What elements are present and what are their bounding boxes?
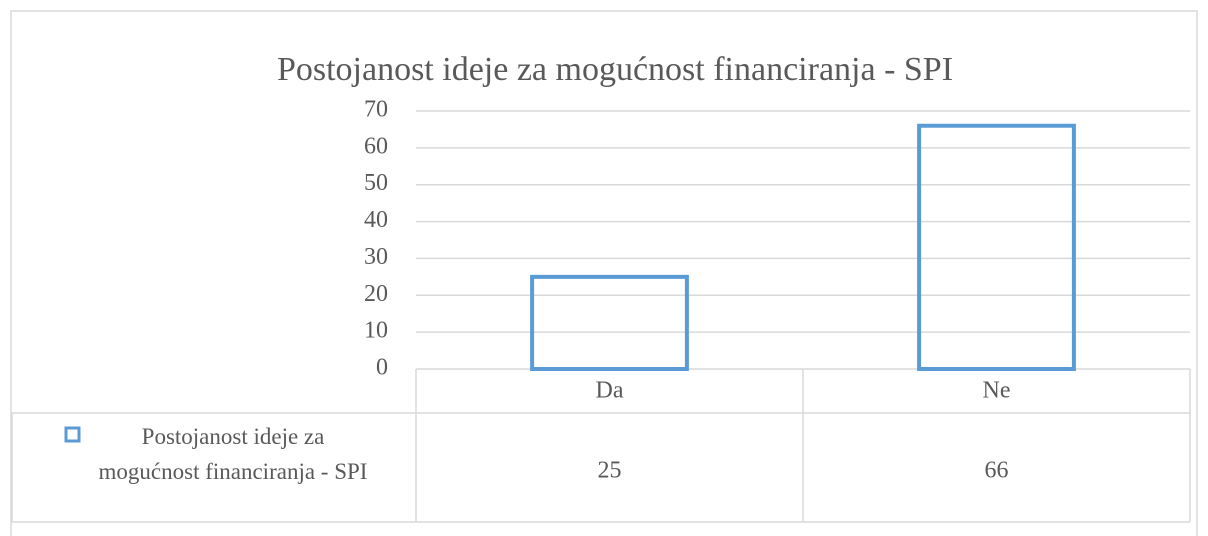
y-tick-label: 60 <box>364 133 388 159</box>
legend-label: Postojanost ideje za mogućnost financira… <box>98 424 368 484</box>
y-tick-label: 20 <box>364 281 388 307</box>
bar <box>530 274 689 372</box>
y-tick-label: 70 <box>364 97 388 123</box>
y-tick-label: 30 <box>364 244 388 270</box>
chart-border <box>10 10 1198 536</box>
x-tick-label: Da <box>596 378 624 404</box>
y-tick-label: 0 <box>376 355 388 381</box>
x-tick-label: Ne <box>983 378 1011 404</box>
bar <box>917 123 1076 371</box>
legend-key <box>64 426 81 443</box>
y-tick-label: 10 <box>364 318 388 344</box>
table-value: 25 <box>598 458 622 484</box>
table-value: 66 <box>985 458 1009 484</box>
y-tick-label: 50 <box>364 170 388 196</box>
y-tick-label: 40 <box>364 207 388 233</box>
chart-title: Postojanost ideje za mogućnost financira… <box>277 51 953 88</box>
